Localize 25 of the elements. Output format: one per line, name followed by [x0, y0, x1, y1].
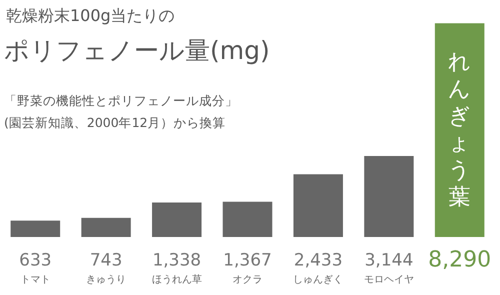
x-tick-label: オクラ — [232, 274, 262, 286]
bar — [364, 156, 414, 237]
bar — [81, 218, 131, 237]
data-label: 3,144 — [364, 250, 414, 270]
chart-title: 乾燥粉末100g当たりの — [6, 6, 175, 27]
x-tick-label: モロヘイヤ — [364, 274, 414, 286]
bar — [293, 174, 343, 237]
x-tick-label: しゅんぎく — [293, 274, 344, 286]
annotation: 「野菜の機能性とポリフェノール成分」 — [4, 92, 238, 110]
x-tick-label: れんぎょう葉 — [448, 50, 472, 210]
data-label: 2,433 — [294, 250, 343, 270]
data-label: 8,290 — [428, 248, 492, 273]
data-label: 1,338 — [152, 250, 202, 270]
x-tick-label: トマト — [20, 274, 50, 286]
bar — [434, 23, 484, 237]
data-label: 633 — [19, 250, 52, 270]
annotation: (園芸新知識、2000年12月）から換算 — [4, 114, 227, 132]
bar — [222, 202, 272, 237]
bar — [152, 202, 202, 237]
data-label: 743 — [90, 250, 122, 270]
x-tick-label: きゅうり — [86, 274, 126, 286]
data-label: 1,367 — [223, 250, 272, 270]
text: ポリフェノール量(mg) — [4, 35, 270, 67]
bar — [10, 220, 60, 237]
x-tick-label: ほうれん草 — [152, 274, 202, 286]
